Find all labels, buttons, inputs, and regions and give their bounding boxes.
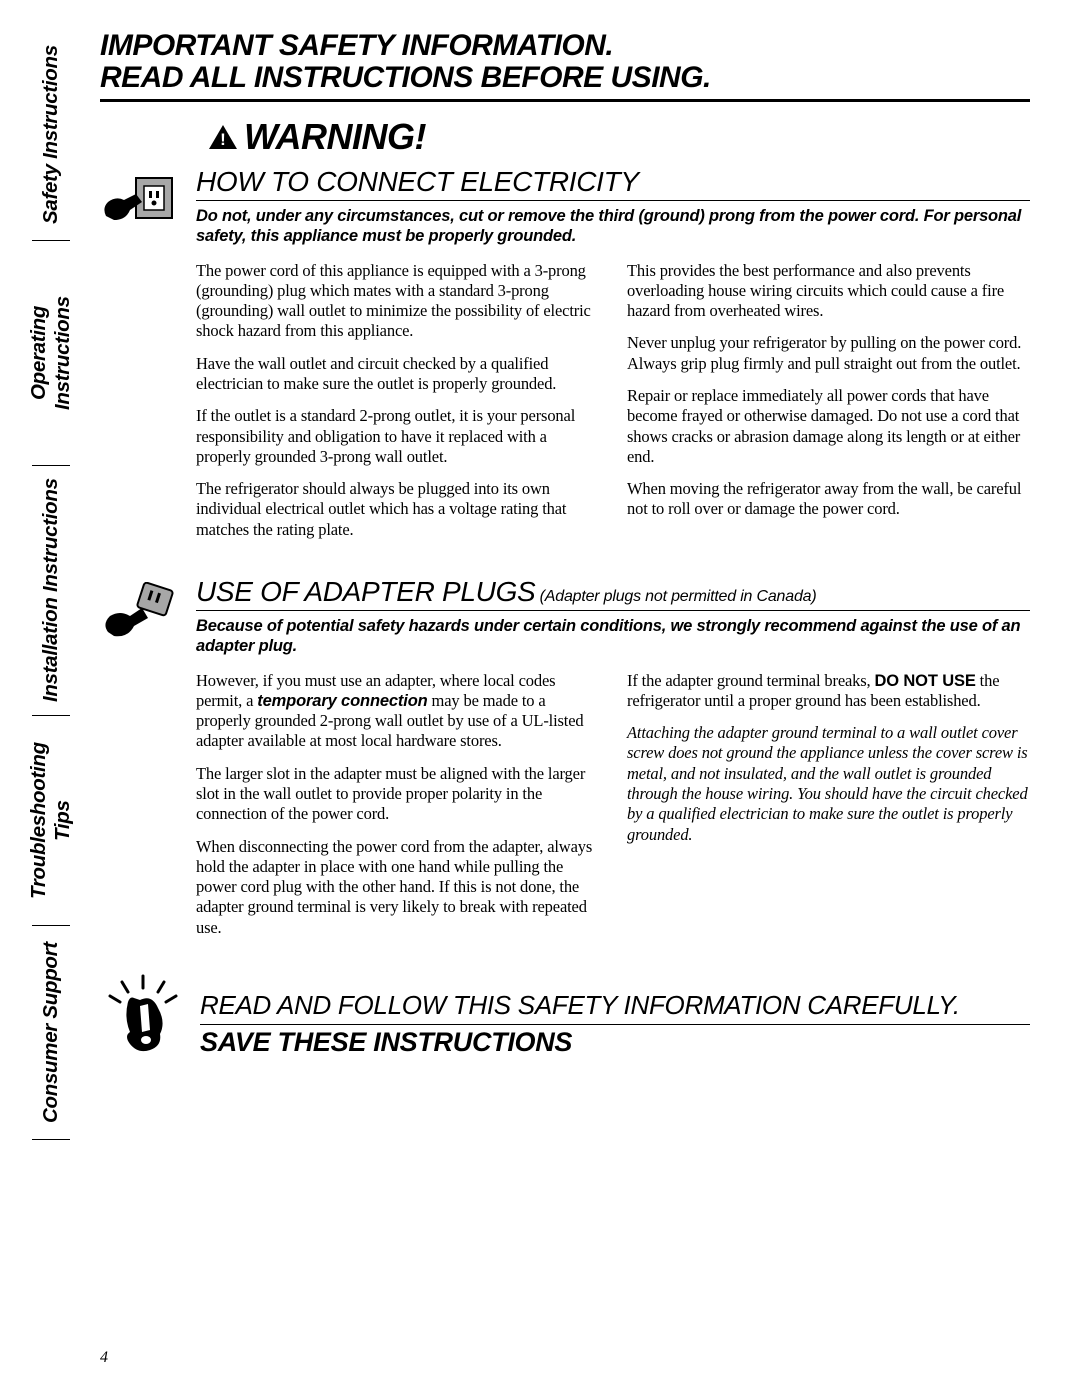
body-paragraph: When disconnecting the power cord from t…: [196, 837, 599, 938]
page-title: IMPORTANT SAFETY INFORMATION. READ ALL I…: [100, 30, 1030, 102]
column-left: The power cord of this appliance is equi…: [196, 261, 599, 552]
body-paragraph: The power cord of this appliance is equi…: [196, 261, 599, 342]
warning-header: ! WARNING!: [208, 116, 1030, 158]
closing-line-1: READ AND FOLLOW THIS SAFETY INFORMATION …: [200, 990, 1030, 1025]
sidebar-item-support: Consumer Support: [32, 925, 70, 1140]
column-left: However, if you must use an adapter, whe…: [196, 671, 599, 950]
body-paragraph: The refrigerator should always be plugge…: [196, 479, 599, 540]
adapter-plug-icon: [100, 576, 178, 950]
warning-label: WARNING!: [244, 116, 426, 158]
column-right: If the adapter ground terminal breaks, D…: [627, 671, 1030, 950]
body-paragraph: When moving the refrigerator away from t…: [627, 479, 1030, 520]
page-content: IMPORTANT SAFETY INFORMATION. READ ALL I…: [100, 30, 1030, 1069]
body-paragraph: This provides the best performance and a…: [627, 261, 1030, 322]
closing-line-2: SAVE THESE INSTRUCTIONS: [200, 1027, 1030, 1058]
body-paragraph: Repair or replace immediately all power …: [627, 386, 1030, 467]
sidebar-item-installation: Installation Instructions: [32, 465, 70, 715]
body-paragraph-italic: Attaching the adapter ground terminal to…: [627, 723, 1030, 845]
section-intro-adapter: Because of potential safety hazards unde…: [196, 617, 1030, 657]
body-paragraph: However, if you must use an adapter, whe…: [196, 671, 599, 752]
body-paragraph: The larger slot in the adapter must be a…: [196, 764, 599, 825]
section-intro-electricity: Do not, under any circumstances, cut or …: [196, 207, 1030, 247]
body-paragraph: Never unplug your refrigerator by pullin…: [627, 333, 1030, 374]
sidebar-item-troubleshooting: Troubleshooting Tips: [32, 715, 70, 925]
title-line-2: READ ALL INSTRUCTIONS BEFORE USING.: [100, 61, 711, 94]
plug-outlet-icon: [100, 166, 178, 552]
warning-triangle-icon: !: [208, 124, 238, 150]
sidebar-item-operating: Operating Instructions: [32, 240, 70, 465]
adapter-title-text: USE OF ADAPTER PLUGS: [196, 576, 535, 607]
sidebar-item-safety: Safety Instructions: [32, 30, 70, 240]
adapter-subtitle-text: (Adapter plugs not permitted in Canada): [535, 588, 816, 605]
page-number: 4: [100, 1349, 108, 1367]
column-right: This provides the best performance and a…: [627, 261, 1030, 552]
svg-text:!: !: [220, 130, 226, 149]
sidebar-nav: Safety Instructions Operating Instructio…: [32, 30, 70, 1170]
body-paragraph: If the outlet is a standard 2-prong outl…: [196, 406, 599, 467]
section-title-adapter: USE OF ADAPTER PLUGS (Adapter plugs not …: [196, 576, 1030, 611]
body-paragraph: Have the wall outlet and circuit checked…: [196, 354, 599, 395]
exclamation-burst-icon: [100, 974, 186, 1069]
section-adapter: USE OF ADAPTER PLUGS (Adapter plugs not …: [100, 576, 1030, 950]
closing-block: READ AND FOLLOW THIS SAFETY INFORMATION …: [100, 974, 1030, 1069]
section-electricity: HOW TO CONNECT ELECTRICITY Do not, under…: [100, 166, 1030, 552]
section-title-electricity: HOW TO CONNECT ELECTRICITY: [196, 166, 1030, 201]
title-line-1: IMPORTANT SAFETY INFORMATION.: [100, 29, 613, 62]
body-paragraph: If the adapter ground terminal breaks, D…: [627, 671, 1030, 712]
